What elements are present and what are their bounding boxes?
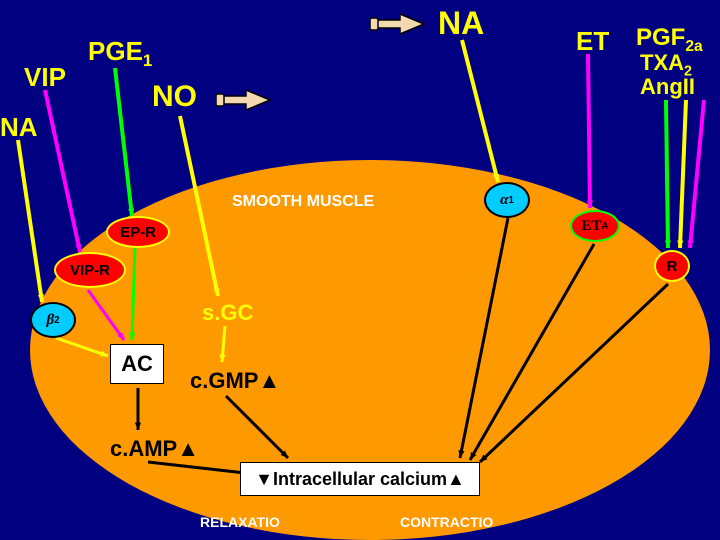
label-camp: c.AMP▲	[110, 436, 199, 462]
label-cgmp: c.GMP▲	[190, 368, 280, 394]
label-vip: VIP	[24, 62, 66, 93]
receptor-ep_r: EP-R	[106, 216, 170, 248]
label-pge1: PGE1	[88, 36, 152, 71]
calcium-box: ▼ Intracellular calcium ▲	[240, 462, 480, 496]
label-sgc: s.GC	[202, 300, 253, 326]
label-angii: AngII	[640, 74, 695, 100]
label-relaxatio: RELAXATIO	[200, 514, 280, 530]
receptor-vip_r: VIP-R	[54, 252, 126, 288]
pointing-hand-icon	[216, 84, 272, 116]
receptor-alpha1: α1	[484, 182, 530, 218]
down-arrow-icon: ▼	[255, 469, 273, 490]
label-contractio: CONTRACTIO	[400, 514, 493, 530]
label-et: ET	[576, 26, 609, 57]
label-smooth-muscle: SMOOTH MUSCLE	[232, 193, 374, 211]
pointing-hand-icon	[370, 8, 426, 40]
label-no: NO	[152, 80, 197, 114]
up-arrow-icon: ▲	[258, 368, 280, 393]
receptor-beta2: β2	[30, 302, 76, 338]
receptor-et_a: ETA	[570, 210, 620, 242]
label-na-left: NA	[0, 112, 38, 143]
up-arrow-icon: ▲	[447, 469, 465, 490]
receptor-r: R	[654, 250, 690, 282]
label-na-top: NA	[438, 5, 484, 42]
ac-box: AC	[110, 344, 164, 384]
up-arrow-icon: ▲	[177, 436, 199, 461]
